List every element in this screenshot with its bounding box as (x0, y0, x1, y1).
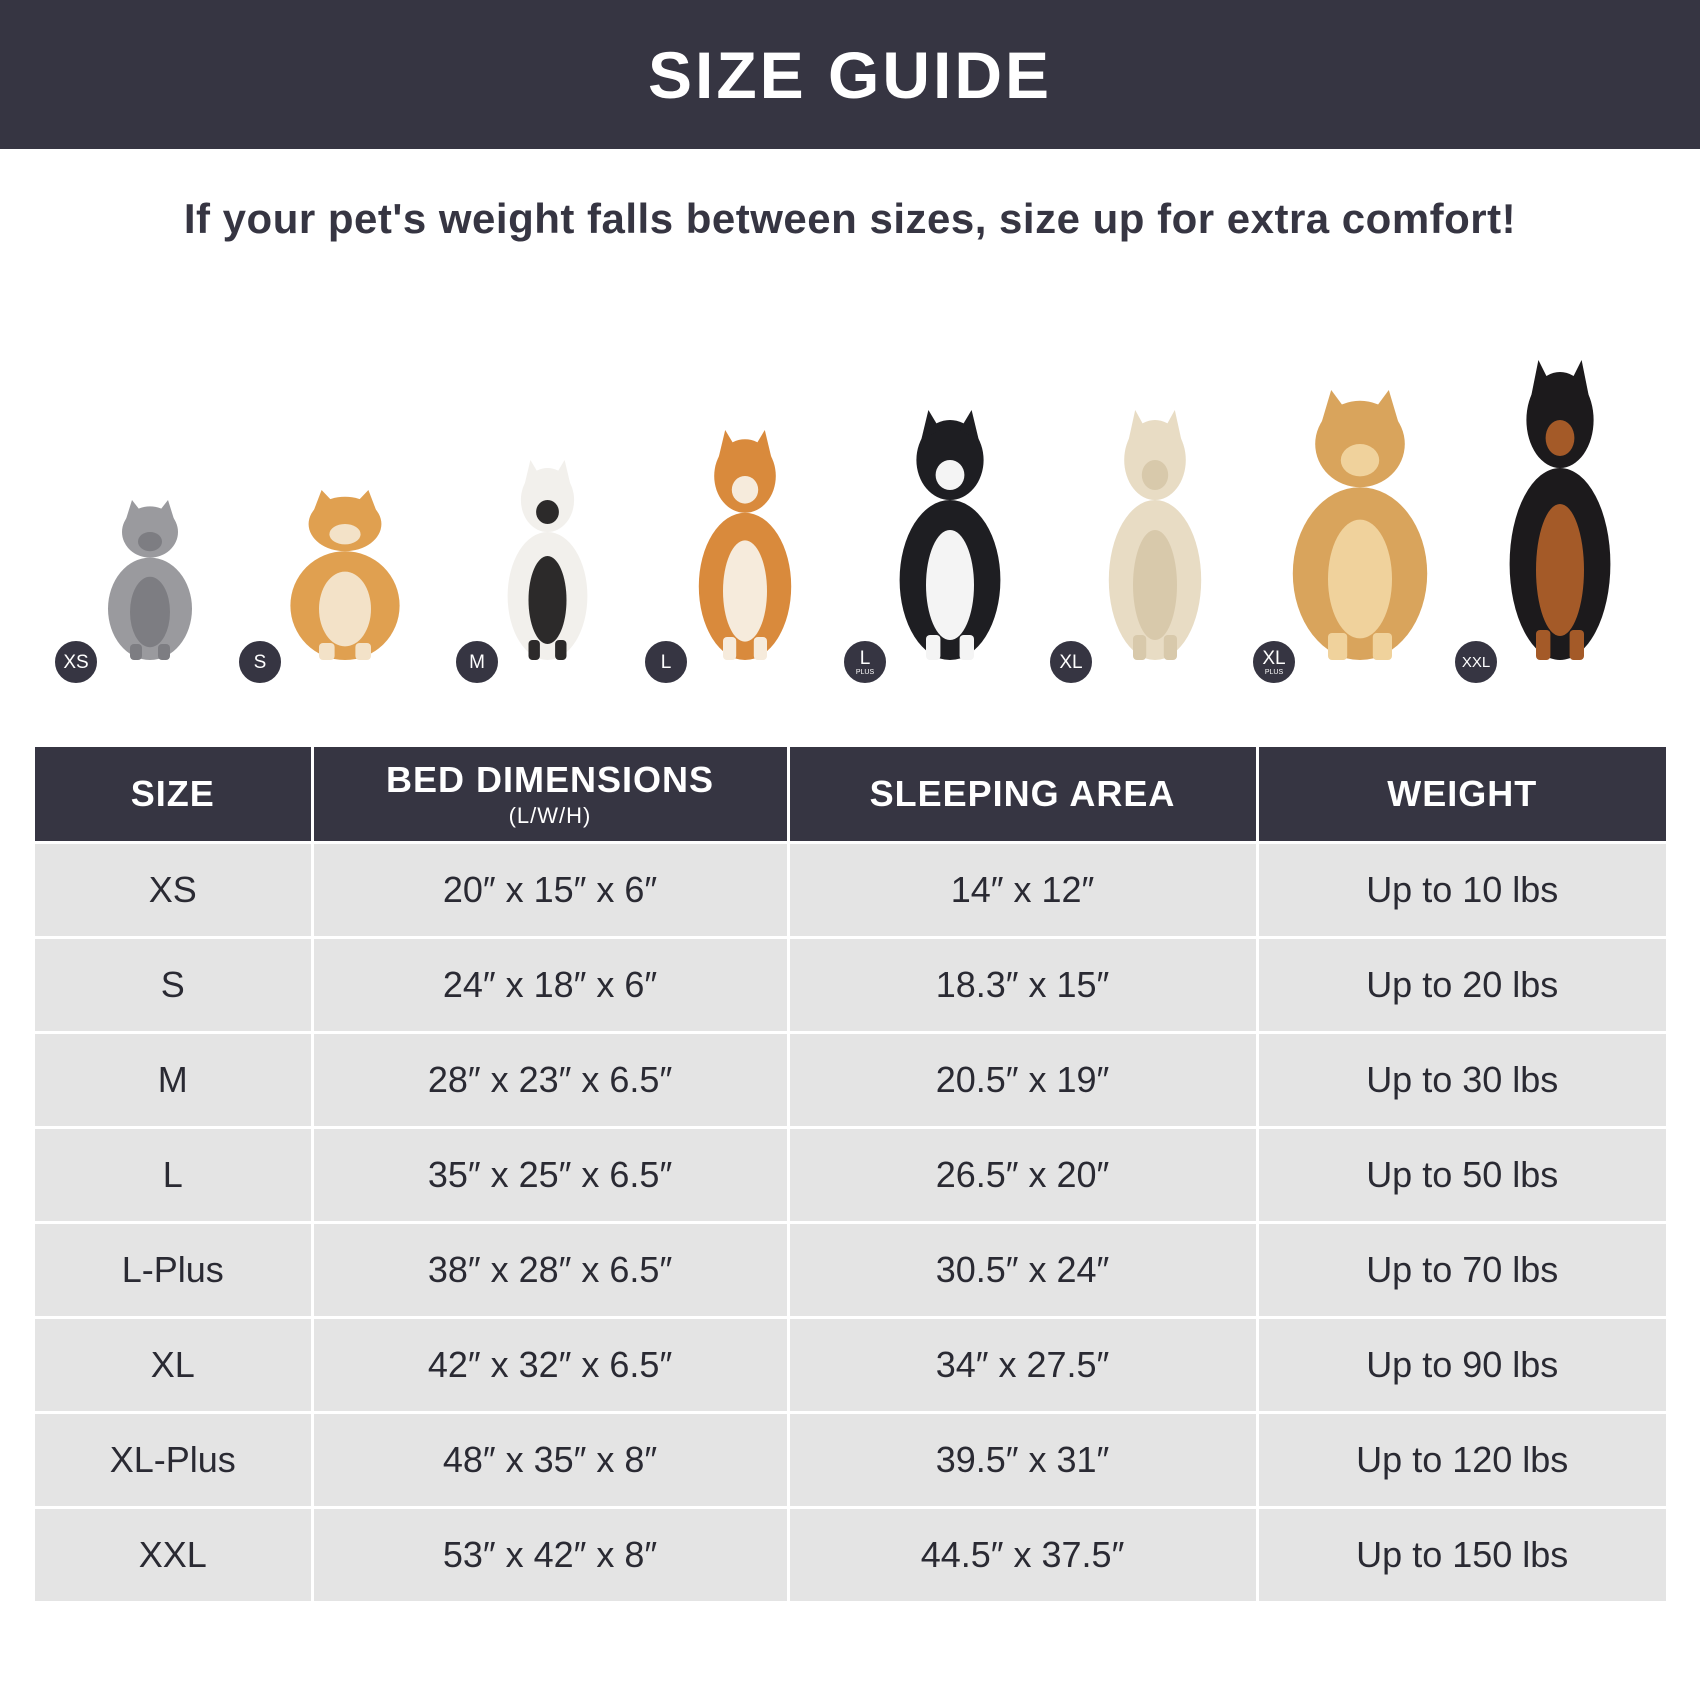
subtitle: If your pet's weight falls between sizes… (183, 195, 1517, 242)
cell-weight: Up to 10 lbs (1257, 841, 1666, 938)
cell-weight: Up to 20 lbs (1257, 936, 1666, 1033)
size-table: SIZE BED DIMENSIONS (L/W/H) SLEEPING AREA… (35, 747, 1666, 1601)
table-row: S 24″ x 18″ x 6″ 18.3″ x 15″ Up to 20 lbs (35, 936, 1666, 1033)
cell-sleeping: 34″ x 27.5″ (788, 1316, 1259, 1413)
cell-weight: Up to 150 lbs (1257, 1506, 1666, 1601)
table-row: L 35″ x 25″ x 6.5″ 26.5″ x 20″ Up to 50 lbs (35, 1126, 1666, 1223)
golden-retriever-image (1292, 390, 1428, 660)
table-row: XXL 53″ x 42″ x 8″ 44.5″ x 37.5″ Up to 150 … (35, 1506, 1666, 1601)
badge-label: L (859, 647, 871, 669)
header-size: SIZE (35, 747, 314, 843)
header-bed-label: BED DIMENSIONS (385, 759, 715, 800)
cell-bed: 48″ x 35″ x 8″ (312, 1411, 790, 1508)
cell-weight: Up to 90 lbs (1257, 1316, 1666, 1413)
table-row: XL 42″ x 32″ x 6.5″ 34″ x 27.5″ Up to 90 lb… (35, 1316, 1666, 1413)
table-row: L-Plus 38″ x 28″ x 6.5″ 30.5″ x 24″ Up to 7… (35, 1221, 1666, 1318)
table-row: M 28″ x 23″ x 6.5″ 20.5″ x 19″ Up to 30 lbs (35, 1031, 1666, 1128)
table-header-row: SIZE BED DIMENSIONS (L/W/H) SLEEPING AREA… (35, 747, 1666, 843)
cell-sleeping: 20.5″ x 19″ (788, 1031, 1259, 1128)
cell-bed: 42″ x 32″ x 6.5″ (312, 1316, 790, 1413)
badge-label: XL (1059, 651, 1083, 673)
header-sleeping-area: SLEEPING AREA (788, 747, 1259, 843)
cell-size: XXL (35, 1506, 314, 1601)
size-badge: XS (53, 639, 99, 685)
cell-weight: Up to 120 lbs (1257, 1411, 1666, 1508)
table-row: XL-Plus 48″ x 35″ x 8″ 39.5″ x 31″ Up to 12… (35, 1411, 1666, 1508)
cell-sleeping: 26.5″ x 20″ (788, 1126, 1259, 1223)
size-badge: S (237, 639, 283, 685)
cell-weight: Up to 30 lbs (1257, 1031, 1666, 1128)
cell-weight: Up to 70 lbs (1257, 1221, 1666, 1318)
size-badge: XXL (1453, 639, 1499, 685)
badge-label: XXL (1461, 653, 1491, 671)
cell-bed: 38″ x 28″ x 6.5″ (312, 1221, 790, 1318)
header-bed-unit: (L/W/H) (508, 803, 592, 828)
cell-sleeping: 14″ x 12″ (788, 841, 1259, 938)
cell-bed: 35″ x 25″ x 6.5″ (312, 1126, 790, 1223)
cell-size: XS (35, 841, 314, 938)
shiba-inu-image (698, 430, 792, 660)
cell-bed: 24″ x 18″ x 6″ (312, 936, 790, 1033)
size-badge: XL PLUS (1251, 639, 1297, 685)
badge-label: XL (1262, 647, 1286, 669)
page-title: SIZE GUIDE (647, 37, 1053, 112)
cell-bed: 20″ x 15″ x 6″ (312, 841, 790, 938)
size-badge: L PLUS (842, 639, 888, 685)
cat-image (108, 500, 192, 660)
cell-size: L-Plus (35, 1221, 314, 1318)
badge-sub-label: PLUS (1264, 668, 1284, 676)
cell-weight: Up to 50 lbs (1257, 1126, 1666, 1223)
cell-size: S (35, 936, 314, 1033)
cell-sleeping: 18.3″ x 15″ (788, 936, 1259, 1033)
size-badge: M (454, 639, 500, 685)
header-bed-dimensions: BED DIMENSIONS (L/W/H) (312, 747, 790, 843)
labrador-image (1108, 410, 1202, 660)
pet-lineup: XS S M L L PLUS XL XL PLUS XXL (0, 340, 1700, 685)
cell-sleeping: 44.5″ x 37.5″ (788, 1506, 1259, 1601)
cell-bed: 28″ x 23″ x 6.5″ (312, 1031, 790, 1128)
badge-label: M (469, 651, 485, 673)
header-bar: SIZE GUIDE (0, 0, 1700, 149)
doberman-image (1509, 360, 1611, 660)
cell-size: L (35, 1126, 314, 1223)
badge-label: L (660, 651, 672, 673)
pomeranian-image (290, 490, 400, 660)
cell-sleeping: 39.5″ x 31″ (788, 1411, 1259, 1508)
table-row: XS 20″ x 15″ x 6″ 14″ x 12″ Up to 10 lbs (35, 841, 1666, 938)
cell-size: XL (35, 1316, 314, 1413)
badge-label: S (253, 651, 267, 673)
french-bulldog-image (507, 460, 588, 660)
size-badge: L (643, 639, 689, 685)
size-badge: XL (1048, 639, 1094, 685)
cell-size: M (35, 1031, 314, 1128)
border-collie-image (899, 410, 1001, 660)
cell-sleeping: 30.5″ x 24″ (788, 1221, 1259, 1318)
badge-sub-label: PLUS (855, 668, 875, 676)
cell-bed: 53″ x 42″ x 8″ (312, 1506, 790, 1601)
cell-size: XL-Plus (35, 1411, 314, 1508)
header-weight: WEIGHT (1257, 747, 1666, 843)
badge-label: XS (63, 651, 89, 673)
